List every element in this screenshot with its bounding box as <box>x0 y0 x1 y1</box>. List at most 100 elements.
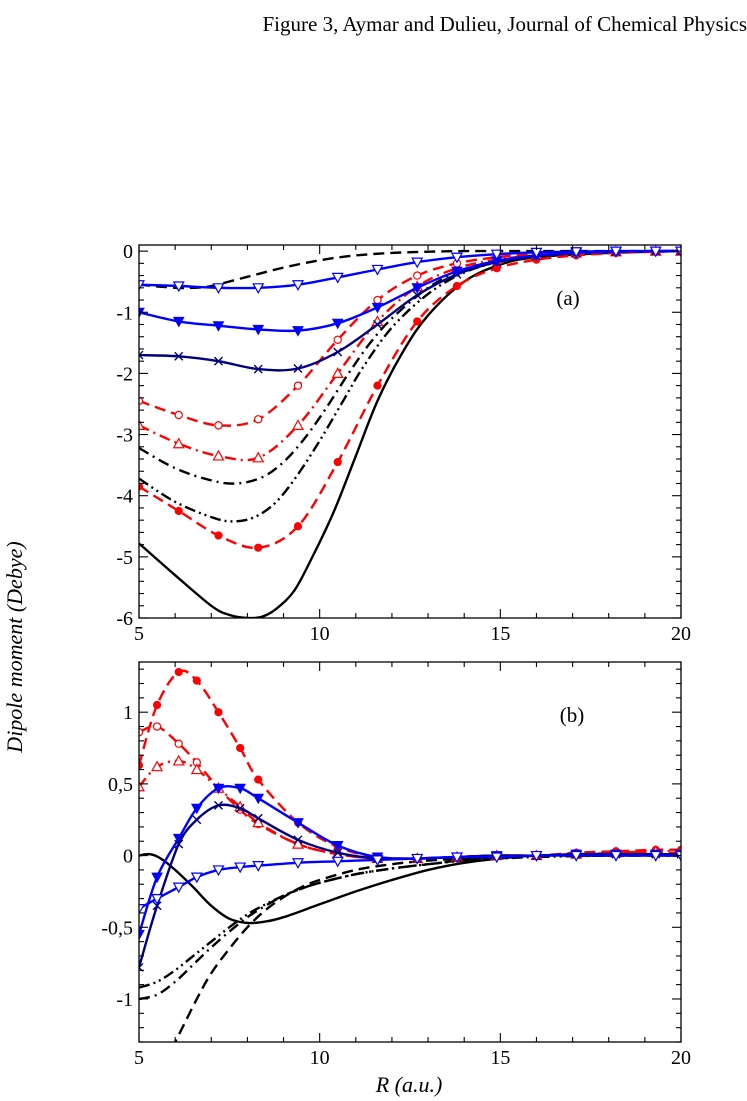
data-point <box>371 855 384 867</box>
panel-label: (b) <box>560 703 585 727</box>
plot-area <box>139 245 681 618</box>
data-point <box>212 865 225 877</box>
data-point <box>234 862 247 874</box>
series-black-solid <box>139 852 681 925</box>
data-point <box>412 290 422 300</box>
data-point <box>212 449 225 461</box>
data-point <box>373 295 382 305</box>
x-tick-label: 15 <box>490 1047 510 1069</box>
data-point <box>212 783 225 795</box>
series-line <box>139 854 681 1001</box>
series-black-dash-dot-dot <box>139 854 681 989</box>
data-point <box>172 882 185 894</box>
data-point <box>190 763 203 775</box>
data-point <box>490 249 503 261</box>
data-point <box>293 381 303 390</box>
data-point <box>291 858 305 869</box>
data-point <box>333 347 343 357</box>
data-point <box>253 364 263 374</box>
x-tick-label: 20 <box>671 1047 691 1069</box>
data-point <box>450 852 463 864</box>
data-point <box>291 280 305 291</box>
data-point <box>213 356 223 366</box>
data-point <box>213 800 223 810</box>
data-point <box>214 421 223 430</box>
data-point <box>139 728 144 737</box>
data-point <box>570 850 583 862</box>
data-point <box>333 848 343 858</box>
x-tick-label: 10 <box>310 1047 330 1069</box>
series-black-dash-dot <box>139 249 681 485</box>
data-point <box>151 894 164 905</box>
series-line <box>139 854 681 910</box>
data-point <box>174 839 184 849</box>
data-point <box>372 319 382 329</box>
series-blue-solid-filled-triangle-down <box>139 246 681 337</box>
data-point <box>192 815 202 825</box>
plot-area <box>139 667 681 1042</box>
data-point <box>649 246 662 258</box>
data-point <box>236 743 245 753</box>
data-point <box>139 904 146 915</box>
data-point <box>252 324 265 336</box>
data-point <box>609 850 622 862</box>
series-line <box>139 249 681 485</box>
panel-a: 5 10 15 20 0 -1 -2 -3 -4 -5 -6 (a) <box>116 241 691 645</box>
series-line <box>139 759 681 861</box>
y-tick-label: -2 <box>116 363 133 385</box>
data-point <box>371 264 384 276</box>
data-point <box>139 396 144 406</box>
series-red-dashdot-open-triangle <box>139 754 681 864</box>
data-point <box>450 252 463 264</box>
series-navy-solid-cross <box>139 800 681 972</box>
data-point <box>172 437 185 449</box>
plot-frame <box>138 244 682 619</box>
data-point <box>152 901 162 911</box>
y-tick-label: -5 <box>116 547 133 569</box>
data-point <box>212 283 225 295</box>
data-point <box>530 850 543 862</box>
x-tick-label: 15 <box>490 623 510 645</box>
series-line <box>139 249 681 290</box>
data-point <box>452 281 462 291</box>
series-black-dashed <box>173 854 681 1042</box>
data-point <box>152 722 162 731</box>
data-point <box>252 816 265 828</box>
data-point <box>253 813 263 823</box>
data-point <box>174 739 183 748</box>
data-point <box>293 364 303 374</box>
data-point <box>234 783 247 795</box>
data-point <box>254 543 263 552</box>
data-point <box>333 457 342 467</box>
x-tick-label: 10 <box>310 623 330 645</box>
data-point <box>451 266 463 278</box>
y-tick-label: 0 <box>123 846 133 868</box>
x-axis-title: R (a.u.) <box>375 1072 443 1097</box>
data-point <box>413 271 422 280</box>
data-point <box>235 803 245 813</box>
series-line <box>139 249 681 550</box>
data-point <box>411 853 424 865</box>
series-line <box>139 803 681 968</box>
data-point <box>292 818 304 829</box>
data-point <box>254 775 263 784</box>
data-point <box>190 872 203 884</box>
data-point <box>151 760 164 772</box>
y-tick-label: -1 <box>116 302 133 324</box>
data-point <box>411 283 424 294</box>
series-blue-solid-open-triangle-down <box>139 850 681 915</box>
data-point <box>373 381 382 390</box>
data-point <box>292 326 304 337</box>
panel-b: 5 10 15 20 1 0,5 0 -0,5 -1 (b) <box>101 661 691 1069</box>
data-point <box>214 531 223 540</box>
data-point <box>172 316 185 328</box>
data-point <box>570 247 583 258</box>
series-line <box>139 852 681 925</box>
data-point <box>252 283 265 295</box>
data-point <box>172 281 185 293</box>
series-black-dashed <box>139 249 681 290</box>
data-point <box>490 852 503 864</box>
data-point <box>214 708 223 717</box>
data-point <box>411 257 424 269</box>
x-tick-label: 5 <box>134 1047 144 1069</box>
